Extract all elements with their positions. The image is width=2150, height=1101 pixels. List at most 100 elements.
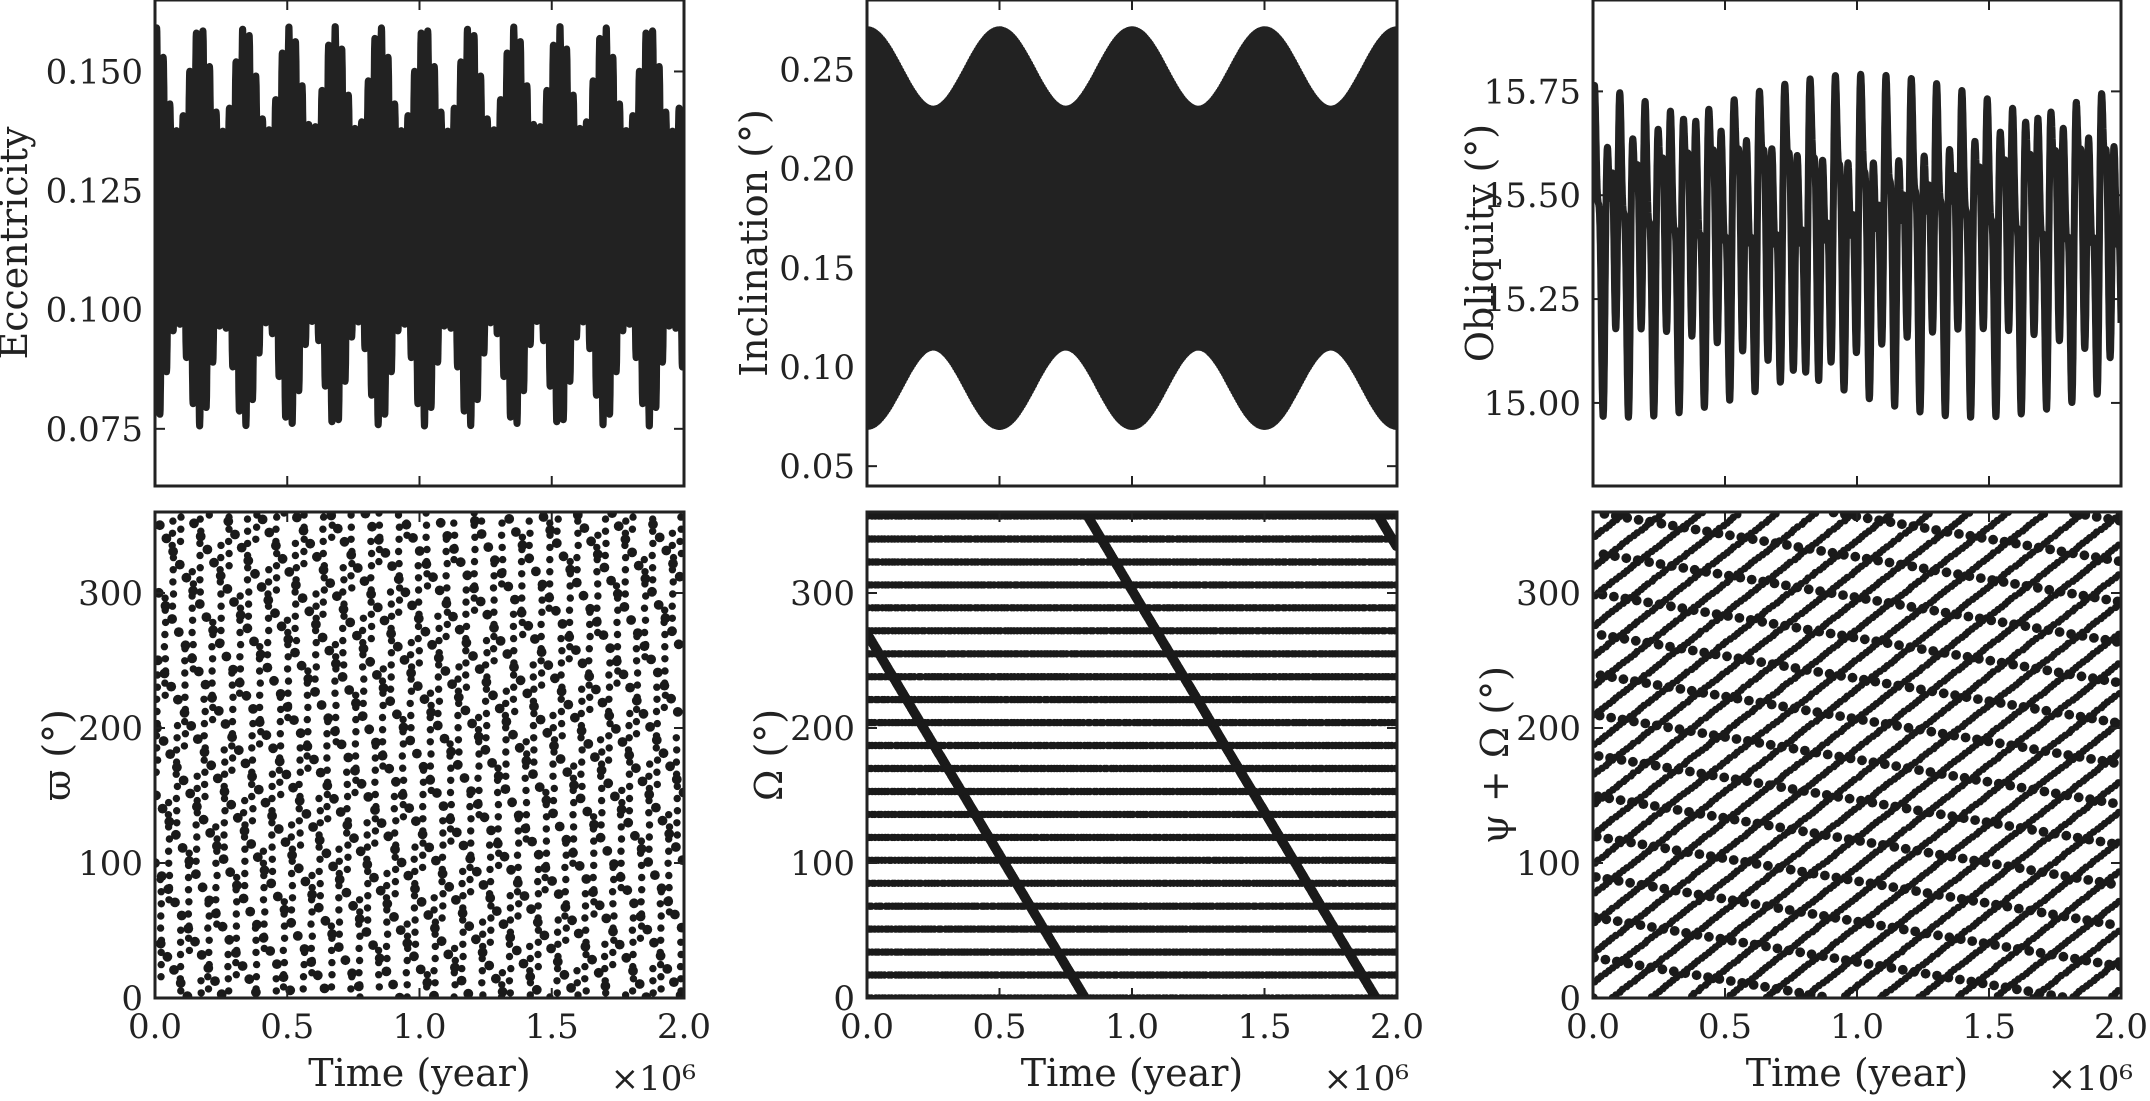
scatter-point [287,906,296,914]
scatter-point [399,800,407,809]
scatter-point [308,883,316,892]
scatter-point [155,655,163,666]
scatter-point [157,803,168,814]
scatter-point [411,940,420,948]
scatter-point [629,938,637,946]
scatter-point [407,736,415,744]
scatter-point [477,517,486,525]
scatter-point [506,928,515,936]
scatter-point [243,576,252,584]
scatter-point [673,807,682,815]
scatter-point [177,926,185,934]
scatter-point [157,948,165,957]
scatter-point [367,549,376,558]
scatter-point [295,805,303,813]
scatter-point [323,802,331,811]
scatter-point [454,711,462,720]
scatter-point [590,910,598,918]
scatter-point [582,950,590,959]
scatter-point [435,661,443,669]
scatter-point [490,559,498,568]
scatter-point [176,537,185,546]
scatter-point [439,817,447,825]
scatter-point [562,924,570,932]
scatter-point [642,592,650,600]
scatter-point [509,695,518,703]
scatter-point [320,915,331,926]
scatter-point [296,792,304,801]
scatter-point [403,870,414,881]
scatter-point [645,809,653,817]
scatter-point [558,732,566,740]
scatter-point [657,888,665,896]
scatter-point [236,628,244,637]
scatter-point [403,531,411,539]
scatter-point [391,853,399,861]
scatter-point [311,619,321,630]
scatter-point [581,914,589,922]
scatter-point [605,744,613,752]
scatter-point [309,754,319,765]
scatter-point [176,975,184,983]
scatter-point [621,590,629,598]
scatter-point [637,776,648,787]
scatter-point [668,566,677,574]
scatter-point [169,614,177,622]
scatter-point [340,612,348,620]
scatter-point [418,863,427,872]
scatter-point [181,693,189,701]
x-tick-label: 2.0 [657,1007,711,1047]
scatter-point [382,942,391,951]
scatter-point [586,536,596,547]
scatter-point [375,983,383,991]
scatter-point [605,643,616,654]
scatter-point [586,620,594,629]
scatter-point [653,683,661,691]
scatter-point [196,515,204,523]
scatter-point [573,578,581,586]
scatter-point [573,967,581,975]
scatter-point [315,794,323,803]
scatter-point [265,626,273,635]
scatter-point [419,766,428,774]
y-tick-label: 0.150 [46,52,143,92]
scatter-point [272,959,282,969]
scatter-point [312,590,320,598]
scatter-point [324,815,332,823]
scatter-point [177,513,185,521]
scatter-point [622,517,630,525]
scatter-point [553,889,564,899]
scatter-point [242,623,253,634]
scatter-point [157,900,165,908]
scatter-point [661,606,669,614]
scatter-point [292,564,301,572]
scatter-point [625,721,633,730]
scatter-point [220,794,229,803]
scatter-point [284,713,292,722]
scatter-point [677,950,684,959]
scatter-point [343,792,352,801]
scatter-point [281,769,292,780]
scatter-point [379,689,387,697]
scatter-point [337,672,348,682]
scatter-point [600,952,609,961]
x-tick-label: 0.0 [128,1007,182,1047]
scatter-point [232,812,243,823]
scatter-point [186,721,197,731]
scatter-point [502,784,511,793]
scatter-point [459,892,467,900]
scatter-point [633,669,642,677]
scatter-point [166,681,177,692]
scatter-point [236,592,244,600]
scatter-point [471,934,481,945]
scatter-point [668,558,678,569]
scatter-point [265,566,273,574]
scatter-point [303,752,311,760]
scatter-point [665,883,673,892]
scatter-point [243,515,252,523]
scatter-point [649,977,657,985]
scatter-point [193,809,201,817]
scatter-point [335,807,346,817]
scatter-point [617,823,625,831]
